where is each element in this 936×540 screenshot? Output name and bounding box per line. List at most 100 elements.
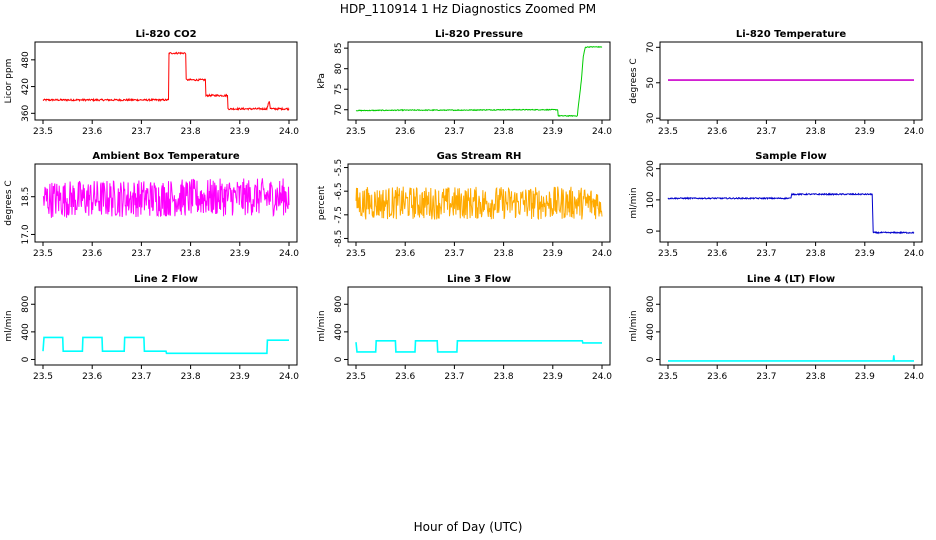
x-tick-label: 23.9 bbox=[855, 372, 875, 382]
y-tick-label: 360 bbox=[21, 104, 31, 121]
x-tick-label: 23.7 bbox=[756, 249, 776, 259]
x-tick-label: 23.5 bbox=[346, 249, 366, 259]
plot-frame bbox=[659, 286, 923, 366]
x-tick-label: 23.9 bbox=[543, 372, 563, 382]
panels-container: Li-820 CO2 23.5 23.6 23.7 23.8 23.9 24.0 360 420… bbox=[4, 29, 924, 382]
x-tick-label: 23.8 bbox=[494, 127, 514, 137]
plot-frame bbox=[659, 163, 923, 243]
x-tick-label: 23.5 bbox=[33, 127, 53, 137]
series-line bbox=[42, 178, 290, 218]
x-tick-label: 24.0 bbox=[279, 127, 299, 137]
panel-9: Line 4 (LT) Flow 23.5 23.6 23.7 23.8 23.9 24.0… bbox=[629, 274, 924, 382]
x-tick-label: 23.5 bbox=[346, 372, 366, 382]
y-tick-label: 800 bbox=[21, 295, 31, 312]
x-tick-label: 23.6 bbox=[82, 372, 102, 382]
x-tick-label: 24.0 bbox=[279, 372, 299, 382]
y-tick-label: 80 bbox=[334, 63, 344, 75]
panel-2: Li-820 Pressure 23.5 23.6 23.7 23.8 23.9 24.0 7… bbox=[317, 29, 612, 137]
x-tick-label: 23.6 bbox=[707, 372, 727, 382]
panel-title: Sample Flow bbox=[755, 151, 827, 162]
series-line bbox=[42, 336, 289, 355]
x-tick-label: 23.6 bbox=[395, 127, 415, 137]
x-tick-label: 24.0 bbox=[279, 249, 299, 259]
y-tick-label: 75 bbox=[334, 83, 344, 94]
plot-frame bbox=[34, 41, 298, 121]
y-axis-label: degrees C bbox=[4, 180, 14, 225]
x-tick-label: 23.5 bbox=[346, 127, 366, 137]
y-tick-label: 0 bbox=[646, 356, 656, 362]
panel-title: Line 3 Flow bbox=[447, 274, 511, 285]
y-tick-label: -8.5 bbox=[334, 230, 344, 248]
x-tick-label: 23.8 bbox=[494, 372, 514, 382]
y-tick-label: 50 bbox=[646, 77, 656, 89]
x-tick-label: 23.8 bbox=[806, 127, 826, 137]
x-tick-label: 24.0 bbox=[904, 249, 924, 259]
y-tick-label: 70 bbox=[334, 104, 344, 116]
x-tick-label: 23.7 bbox=[131, 372, 151, 382]
x-tick-label: 24.0 bbox=[904, 372, 924, 382]
y-tick-label: 400 bbox=[334, 323, 344, 340]
panel-4: Ambient Box Temperature 23.5 23.6 23.7 23.8 2… bbox=[4, 151, 299, 259]
x-tick-label: 23.5 bbox=[33, 372, 53, 382]
x-tick-label: 23.9 bbox=[230, 127, 250, 137]
y-tick-label: 400 bbox=[646, 323, 656, 340]
x-tick-label: 23.9 bbox=[543, 127, 563, 137]
panel-title: Li-820 CO2 bbox=[135, 29, 196, 40]
x-tick-label: 23.9 bbox=[855, 127, 875, 137]
y-tick-label: 800 bbox=[334, 295, 344, 312]
y-tick-label: 18.5 bbox=[21, 187, 31, 207]
x-tick-label: 23.7 bbox=[444, 372, 464, 382]
y-tick-label: 17.0 bbox=[21, 224, 31, 244]
y-axis-label: degrees C bbox=[629, 58, 639, 103]
plot-frame bbox=[347, 163, 611, 243]
y-tick-label: -7.5 bbox=[334, 206, 344, 224]
y-tick-label: 85 bbox=[334, 42, 344, 53]
y-tick-label: 0 bbox=[646, 228, 656, 234]
y-axis-label: ml/min bbox=[629, 310, 639, 341]
panel-title: Line 4 (LT) Flow bbox=[747, 274, 835, 285]
panel-5: Gas Stream RH 23.5 23.6 23.7 23.8 23.9 24.0 -8.… bbox=[317, 151, 612, 259]
x-tick-label: 23.9 bbox=[230, 372, 250, 382]
x-tick-label: 23.8 bbox=[806, 249, 826, 259]
y-axis-label: ml/min bbox=[317, 310, 327, 341]
x-tick-label: 23.7 bbox=[444, 249, 464, 259]
x-tick-label: 24.0 bbox=[904, 127, 924, 137]
series-line bbox=[355, 45, 603, 118]
x-tick-label: 23.6 bbox=[707, 127, 727, 137]
panel-title: Li-820 Temperature bbox=[736, 29, 846, 40]
plot-frame bbox=[34, 163, 298, 243]
x-tick-label: 23.9 bbox=[855, 249, 875, 259]
panel-7: Line 2 Flow 23.5 23.6 23.7 23.8 23.9 24.0 0 400 8… bbox=[4, 274, 299, 382]
y-tick-label: 400 bbox=[21, 323, 31, 340]
y-tick-label: 420 bbox=[21, 78, 31, 95]
x-tick-label: 23.9 bbox=[543, 249, 563, 259]
x-tick-label: 24.0 bbox=[592, 127, 612, 137]
y-tick-label: 0 bbox=[21, 356, 31, 362]
y-tick-label: 800 bbox=[646, 295, 656, 312]
x-tick-label: 23.5 bbox=[658, 249, 678, 259]
x-tick-label: 23.5 bbox=[33, 249, 53, 259]
series-line bbox=[668, 355, 914, 362]
panel-title: Ambient Box Temperature bbox=[92, 151, 239, 162]
figure-title: HDP_110914 1 Hz Diagnostics Zoomed PM bbox=[340, 2, 596, 16]
x-tick-label: 23.6 bbox=[395, 372, 415, 382]
x-tick-label: 23.8 bbox=[806, 372, 826, 382]
x-tick-label: 23.6 bbox=[707, 249, 727, 259]
panel-3: Li-820 Temperature 23.5 23.6 23.7 23.8 23.9 24… bbox=[629, 29, 924, 137]
y-tick-label: 480 bbox=[21, 51, 31, 68]
y-tick-label: 70 bbox=[646, 41, 656, 53]
panel-1: Li-820 CO2 23.5 23.6 23.7 23.8 23.9 24.0 360 420… bbox=[4, 29, 299, 137]
x-tick-label: 24.0 bbox=[592, 372, 612, 382]
panel-6: Sample Flow 23.5 23.6 23.7 23.8 23.9 24.0 0 100 2… bbox=[629, 151, 924, 259]
series-line bbox=[667, 192, 915, 235]
y-axis-label: ml/min bbox=[4, 310, 14, 341]
x-tick-label: 23.8 bbox=[181, 372, 201, 382]
plot-frame bbox=[34, 286, 298, 366]
panel-title: Line 2 Flow bbox=[134, 274, 198, 285]
y-tick-label: 200 bbox=[646, 160, 656, 177]
x-tick-label: 23.7 bbox=[131, 127, 151, 137]
x-tick-label: 23.7 bbox=[444, 127, 464, 137]
x-tick-label: 23.8 bbox=[181, 249, 201, 259]
plot-frame bbox=[347, 41, 611, 121]
